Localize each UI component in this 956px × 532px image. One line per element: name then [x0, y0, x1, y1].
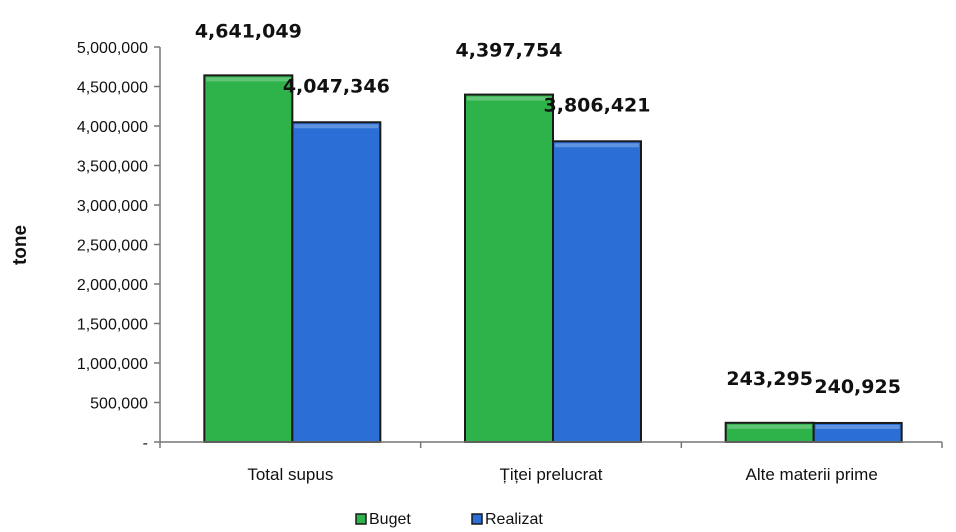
bar-realizat: [552, 140, 642, 443]
data-label: 4,641,049: [195, 20, 302, 42]
data-labels: 4,641,049 4,047,346 4,397,754 3,806,421 243,…: [195, 20, 901, 398]
bar-highlight: [206, 77, 291, 82]
bar-highlight: [815, 424, 900, 429]
legend-label-buget: Buget: [369, 511, 411, 528]
bar-buget: [464, 93, 554, 444]
y-tick-label: 4,000,000: [77, 119, 148, 136]
bar-highlight: [294, 124, 379, 129]
legend: Buget Realizat: [355, 511, 543, 528]
y-tick-label: 2,000,000: [77, 277, 148, 294]
bar-realizat: [291, 121, 382, 443]
y-tick-label: 5,000,000: [77, 40, 148, 57]
x-tick-label: Alte materii prime: [746, 465, 878, 484]
y-tick-label: -: [143, 435, 148, 452]
legend-label-realizat: Realizat: [485, 511, 543, 528]
bar-buget: [203, 74, 294, 444]
data-label: 3,806,421: [544, 94, 651, 116]
bars: [203, 74, 903, 444]
legend-swatch-buget: [355, 513, 367, 525]
y-tick-label: 1,000,000: [77, 356, 148, 373]
bar-highlight: [555, 143, 639, 148]
bar-highlight: [467, 96, 551, 101]
x-axis: Total supus Țiței prelucrat Alte materii p…: [159, 441, 943, 484]
y-tick-label: 500,000: [90, 396, 148, 413]
x-tick-label: Țiței prelucrat: [500, 465, 603, 484]
data-label: 4,397,754: [456, 40, 563, 62]
y-tick-label: 3,500,000: [77, 159, 148, 176]
y-tick-label: 3,000,000: [77, 198, 148, 215]
y-axis: - 500,000 1,000,000 1,500,000 2,000,000 2,500…: [77, 40, 161, 452]
data-label: 243,295: [726, 368, 813, 390]
y-axis-label: tone: [10, 225, 31, 265]
data-label: 240,925: [814, 376, 901, 398]
bar-highlight: [727, 424, 812, 429]
x-tick-label: Total supus: [247, 465, 333, 484]
data-label: 4,047,346: [283, 75, 390, 97]
legend-swatch-realizat: [471, 513, 483, 525]
y-tick-label: 1,500,000: [77, 317, 148, 334]
y-tick-label: 2,500,000: [77, 238, 148, 255]
y-tick-label: 4,500,000: [77, 80, 148, 97]
